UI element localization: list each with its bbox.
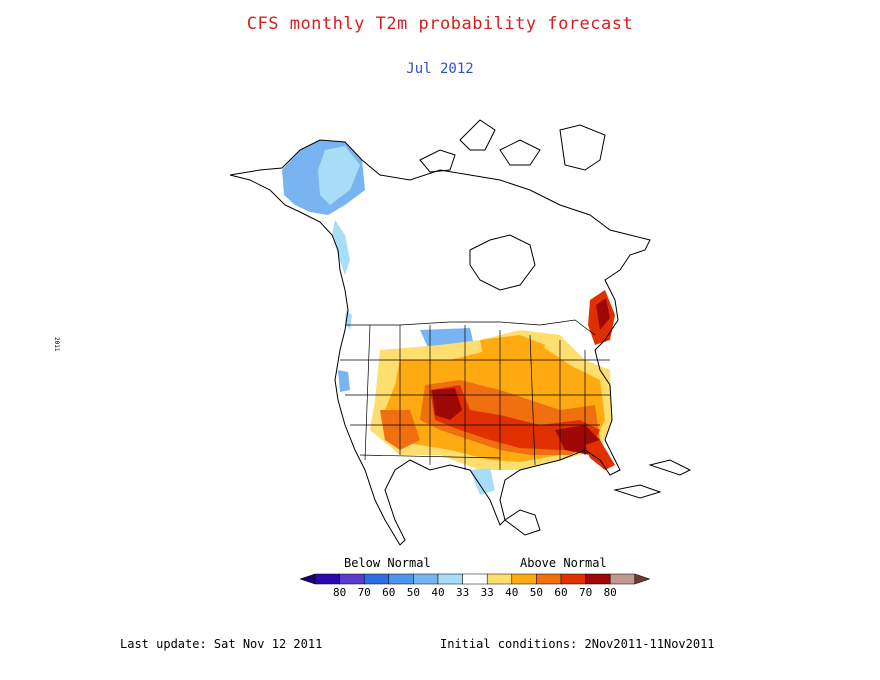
below-normal-label: Below Normal <box>344 556 431 570</box>
colorbar-cell <box>363 573 390 585</box>
colorbar-labels: 80 70 60 50 40 33 33 40 50 60 70 80 <box>333 586 617 599</box>
alaska-shading-light <box>318 146 360 205</box>
map-title: CFS monthly T2m probability forecast <box>246 14 634 34</box>
above-normal-label: Above Normal <box>520 556 607 570</box>
colorbar-cell <box>609 573 636 585</box>
initial-conditions: Initial conditions: 2Nov2011-11Nov2011 <box>440 637 715 651</box>
colorbar-cell <box>585 573 611 585</box>
colorbar: 80 70 60 50 40 33 33 40 50 60 70 80 <box>299 573 651 599</box>
colorbar-cell <box>388 573 414 585</box>
florida-red <box>585 440 615 470</box>
cuba <box>613 484 662 499</box>
map-subtitle: Jul 2012 <box>406 61 474 77</box>
hudson-bay <box>469 234 536 291</box>
great-lakes-orange <box>480 335 545 375</box>
colorbar-cell <box>314 573 340 585</box>
us-darkred-kansas <box>432 388 462 420</box>
texas-south-blue <box>470 468 495 495</box>
greenland-edge <box>559 124 606 171</box>
colorbar-cell <box>437 573 463 585</box>
colorbar-label: 50 <box>530 586 543 599</box>
colorbar-label: 40 <box>431 586 444 599</box>
forecast-map <box>229 119 692 546</box>
colorbar-label: 60 <box>382 586 395 599</box>
colorbar-label: 40 <box>505 586 518 599</box>
colorbar-arrow-left <box>299 573 316 585</box>
colorbar-cell <box>339 573 365 585</box>
colorbar-label: 50 <box>407 586 420 599</box>
side-mark: 2011 <box>53 337 60 352</box>
colorbar-label: 33 <box>481 586 494 599</box>
arctic-islands <box>419 119 541 173</box>
caribbean-islands <box>648 459 692 476</box>
colorbar-cell <box>462 573 488 585</box>
borders <box>340 319 610 470</box>
colorbar-arrow-right <box>634 573 651 585</box>
colorbar-label: 60 <box>554 586 567 599</box>
colorbar-cell <box>511 573 537 585</box>
colorbar-cell <box>413 573 439 585</box>
last-update: Last update: Sat Nov 12 2011 <box>120 637 323 651</box>
coastlines <box>229 119 692 546</box>
colorbar-label: 70 <box>358 586 371 599</box>
colorbar-cells <box>299 573 651 585</box>
colorbar-cell <box>560 573 586 585</box>
northeast-darkred <box>596 298 610 330</box>
colorbar-label: 80 <box>333 586 346 599</box>
mexico-yucatan <box>504 509 541 536</box>
alaska-below-normal-area <box>282 140 365 275</box>
colorbar-label: 80 <box>604 586 617 599</box>
colorbar-cell <box>486 573 513 585</box>
colorbar-label: 33 <box>456 586 469 599</box>
colorbar-cell <box>536 573 562 585</box>
above-normal-areas <box>370 290 615 495</box>
alaska-panhandle-shading <box>332 220 350 275</box>
colorbar-label: 70 <box>579 586 592 599</box>
north-america-outline <box>229 139 651 546</box>
